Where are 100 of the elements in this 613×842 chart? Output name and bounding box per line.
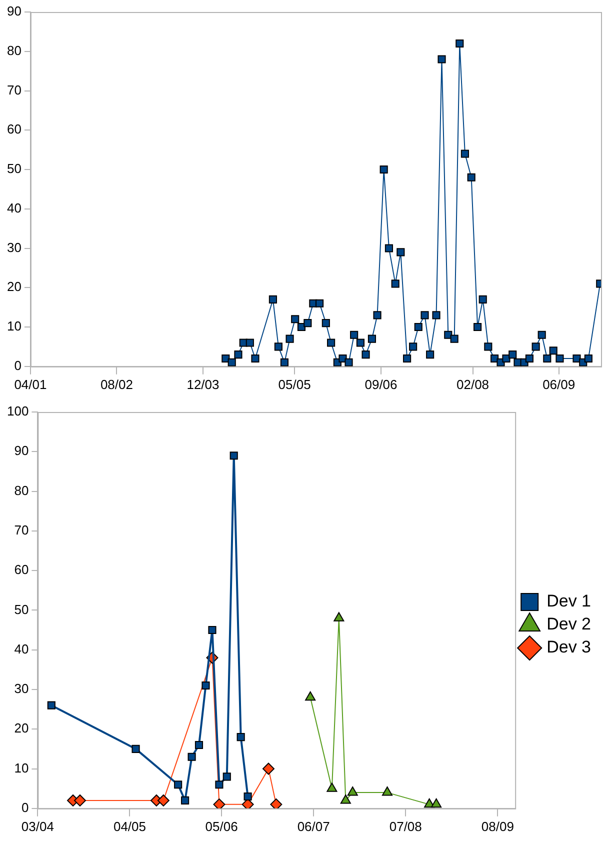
point	[474, 322, 482, 332]
point	[74, 794, 86, 806]
x-tick-label: 03/04	[21, 818, 54, 834]
y-tick-label: 70	[6, 82, 22, 98]
y-tick-label: 20	[6, 279, 22, 294]
point	[326, 782, 338, 792]
y-tick-label: 70	[14, 522, 29, 538]
y-tick-label: 90	[6, 4, 22, 19]
legend-label: Dev 2	[546, 614, 592, 634]
point	[251, 354, 260, 363]
point	[327, 338, 336, 347]
point	[305, 691, 316, 701]
y-tick-label: 40	[14, 641, 29, 656]
point	[584, 354, 592, 363]
x-tick-label: 07/08	[389, 818, 422, 834]
point	[174, 780, 182, 789]
y-tick-label: 60	[6, 122, 22, 137]
point	[132, 744, 140, 753]
point	[426, 350, 434, 359]
point	[403, 354, 412, 363]
point	[362, 350, 370, 359]
point	[157, 794, 170, 806]
x-tick-label: 05/05	[278, 376, 311, 392]
point	[262, 762, 274, 775]
x-tick-label: 09/06	[364, 376, 398, 392]
y-tick-label: 60	[14, 562, 29, 578]
point	[215, 780, 224, 789]
point	[420, 311, 429, 320]
point	[414, 322, 422, 332]
x-tick-label: 08/02	[100, 376, 133, 392]
point	[340, 794, 351, 804]
point	[532, 342, 540, 351]
point	[47, 701, 56, 710]
point	[438, 55, 446, 64]
x-tick-label: 06/07	[297, 818, 330, 834]
x-tick-label: 12/03	[186, 376, 220, 392]
point	[244, 792, 252, 801]
point	[409, 342, 418, 351]
y-tick-label: 0	[14, 358, 22, 373]
point	[467, 173, 476, 182]
point	[236, 733, 245, 742]
point	[525, 354, 534, 363]
point	[344, 358, 353, 366]
point	[291, 315, 300, 324]
point	[322, 319, 330, 328]
point	[450, 334, 458, 343]
point	[484, 342, 492, 351]
y-tick-label: 0	[21, 800, 29, 815]
point	[556, 354, 564, 363]
point	[280, 358, 288, 366]
point	[188, 752, 196, 761]
point	[202, 681, 210, 690]
point	[432, 311, 440, 320]
point	[316, 299, 324, 308]
legend-label: Dev 3	[546, 638, 592, 657]
y-tick-label: 40	[6, 200, 22, 216]
y-tick-label: 50	[14, 602, 29, 617]
x-tick-label: 02/08	[456, 376, 490, 392]
point	[194, 740, 204, 750]
point	[234, 350, 242, 359]
point	[382, 786, 393, 796]
point	[222, 772, 231, 781]
point	[478, 295, 487, 304]
point	[373, 311, 382, 320]
legend-label: Dev 1	[546, 592, 592, 611]
y-tick-label: 100	[6, 404, 29, 419]
point	[274, 342, 282, 351]
point	[356, 338, 364, 347]
point	[181, 796, 190, 805]
point	[380, 165, 388, 174]
x-tick-label: 08/09	[481, 818, 514, 834]
y-tick-label: 50	[6, 161, 22, 176]
y-tick-label: 30	[6, 240, 22, 255]
point	[460, 150, 469, 158]
point	[391, 280, 400, 288]
y-tick-label: 20	[14, 720, 29, 736]
point	[456, 39, 464, 48]
point	[286, 334, 294, 343]
x-tick-label: 04/01	[14, 376, 47, 392]
y-tick-label: 90	[14, 443, 29, 458]
point	[508, 350, 517, 359]
point	[350, 330, 358, 339]
point	[396, 248, 405, 256]
point	[246, 338, 254, 347]
point	[213, 798, 226, 808]
y-tick-label: 10	[14, 760, 29, 776]
x-tick-label: 06/09	[542, 376, 576, 392]
point	[543, 354, 552, 363]
point	[538, 330, 546, 339]
point	[347, 786, 358, 796]
point	[444, 330, 452, 339]
point	[368, 334, 376, 343]
point	[230, 452, 238, 460]
x-tick-label: 05/06	[205, 818, 238, 834]
point	[572, 354, 581, 363]
point	[228, 358, 236, 366]
point	[270, 798, 282, 808]
y-tick-label: 80	[14, 482, 29, 498]
point	[384, 244, 394, 252]
x-tick-label: 04/05	[113, 818, 146, 834]
